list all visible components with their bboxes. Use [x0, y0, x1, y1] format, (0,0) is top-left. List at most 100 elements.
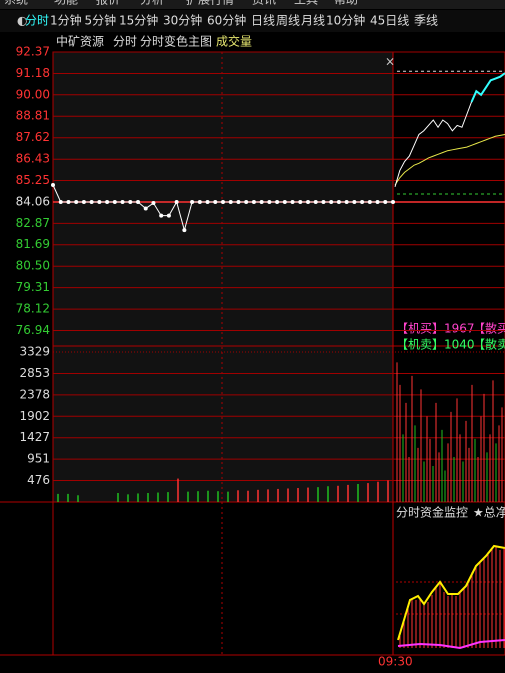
tab[interactable]: 60分钟 — [207, 13, 246, 28]
price-tick-label: 80.50 — [16, 259, 50, 273]
menu-item[interactable]: 分析 — [140, 0, 164, 7]
tab[interactable]: 30分钟 — [163, 13, 202, 28]
price-dot — [383, 199, 388, 204]
price-dot — [290, 199, 295, 204]
tab[interactable]: 分时 — [25, 14, 49, 28]
tab[interactable]: 45日线 — [370, 14, 409, 28]
tab[interactable]: 季线 — [414, 14, 438, 28]
menu-item[interactable]: 帮助 — [334, 0, 358, 7]
tab[interactable]: 日线 — [251, 14, 275, 28]
price-dot — [97, 199, 102, 204]
monitor-title: 分时资金监控 — [396, 505, 468, 520]
tab[interactable]: 周线 — [276, 14, 300, 28]
price-dot — [205, 199, 210, 204]
price-dot — [275, 199, 280, 204]
price-dot — [174, 199, 179, 204]
price-dot — [66, 199, 71, 204]
tab[interactable]: 1分钟 — [50, 13, 82, 28]
menu-item[interactable]: 功能 — [54, 0, 78, 7]
price-dot — [367, 199, 372, 204]
monitor-line — [397, 544, 505, 641]
price-dot — [105, 199, 110, 204]
tab[interactable]: 10分钟 — [326, 13, 365, 28]
price-tick-label: 90.00 — [16, 87, 50, 101]
main-chart-name[interactable]: 分时变色主图 — [140, 34, 212, 49]
tab[interactable]: 月线 — [301, 14, 325, 28]
price-dot — [251, 199, 256, 204]
price-dot — [244, 199, 249, 204]
price-dot — [81, 199, 86, 204]
price-dot — [360, 199, 365, 204]
monitor-total: ★总净 — [473, 506, 505, 520]
price-dot — [313, 199, 318, 204]
price-tick-label: 79.31 — [16, 280, 50, 294]
price-tick-label: 85.25 — [16, 173, 50, 187]
price-dot — [136, 199, 140, 204]
indicator-name[interactable]: 成交量 — [216, 34, 252, 49]
price-dot — [120, 199, 125, 204]
tab-bar — [0, 10, 505, 32]
menu-item[interactable]: 资讯 — [252, 0, 276, 7]
price-dot — [197, 199, 202, 204]
price-dot — [391, 199, 395, 204]
price-dot — [344, 199, 349, 204]
price-dot — [375, 199, 380, 204]
tab-icon[interactable]: ◐ — [17, 14, 27, 28]
monitor-bars — [399, 546, 505, 648]
price-tick-label: 78.12 — [16, 302, 50, 316]
volume-tick-label: 476 — [27, 473, 50, 487]
price-line-highlight — [470, 72, 505, 103]
chart-mode[interactable]: 分时 — [113, 35, 137, 49]
average-line — [394, 133, 505, 186]
price-tick-label: 87.62 — [16, 130, 50, 144]
retail-sell: 【散卖 — [473, 337, 505, 352]
menu-item[interactable]: 报价 — [96, 0, 120, 7]
price-dot — [151, 201, 156, 206]
monitor-line — [397, 639, 505, 650]
price-tick-label: 84.06 — [16, 194, 50, 208]
price-tick-label: 88.81 — [16, 109, 50, 123]
price-tick-label: 82.87 — [16, 216, 50, 230]
price-dot — [112, 199, 117, 204]
volume-tick-label: 2853 — [19, 366, 50, 380]
menu-item[interactable]: 工具 — [294, 0, 318, 7]
price-dot — [182, 228, 187, 233]
tab[interactable]: 15分钟 — [119, 13, 158, 28]
price-dot — [321, 199, 326, 204]
price-dot — [166, 213, 171, 218]
price-dot — [267, 199, 272, 204]
price-dot — [236, 199, 241, 204]
price-dot — [282, 199, 287, 204]
menu-item[interactable]: 扩展行情 — [186, 0, 234, 7]
price-dot — [329, 199, 334, 204]
price-tick-label: 92.37 — [16, 45, 50, 59]
inst-buy: 【机买】1967 — [396, 322, 475, 336]
price-tick-label: 91.18 — [16, 66, 50, 80]
volume-tick-label: 1902 — [19, 409, 50, 423]
tab[interactable]: 5分钟 — [85, 13, 117, 28]
menu-bar — [0, 0, 505, 9]
price-tick-label: 86.43 — [16, 152, 50, 166]
stock-name: 中矿资源 — [56, 34, 104, 49]
price-dot — [221, 199, 225, 204]
price-tick-label: 76.94 — [16, 323, 50, 337]
price-dot — [159, 213, 164, 218]
price-dot — [74, 199, 79, 204]
price-dot — [89, 199, 94, 204]
price-dot — [228, 199, 233, 204]
volume-tick-label: 3329 — [19, 345, 50, 359]
price-dot — [143, 206, 148, 211]
price-tick-label: 81.69 — [16, 237, 50, 251]
close-button[interactable]: × — [385, 55, 395, 69]
price-dot — [51, 182, 55, 187]
price-dot — [352, 199, 357, 204]
price-dot — [58, 199, 63, 204]
menu-item[interactable]: 系统 — [4, 0, 28, 7]
price-dot — [336, 199, 341, 204]
volume-tick-label: 951 — [27, 452, 50, 466]
price-dot — [306, 199, 310, 204]
retail-buy: 【散买 — [473, 321, 505, 336]
time-axis — [0, 655, 505, 673]
price-dot — [213, 199, 218, 204]
inst-sell: 【机卖】1040 — [396, 338, 475, 352]
